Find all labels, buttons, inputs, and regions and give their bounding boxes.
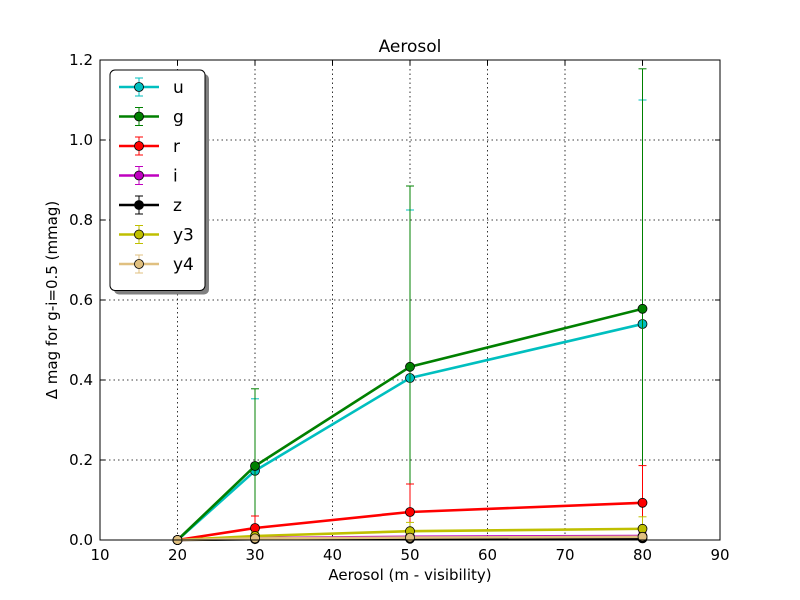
- x-tick-label: 20: [168, 546, 187, 564]
- data-point-y4: [405, 532, 415, 543]
- data-point-r: [405, 507, 415, 517]
- legend-marker: [134, 259, 144, 269]
- x-tick-label: 80: [633, 546, 652, 564]
- x-tick-label: 70: [555, 546, 574, 564]
- legend-item-y3: y3: [119, 225, 194, 246]
- legend-label: i: [173, 167, 178, 187]
- legend-item-u: u: [119, 77, 184, 98]
- legend-item-g: g: [119, 107, 184, 128]
- x-tick-label: 10: [90, 546, 109, 564]
- y-tick-label: 0.8: [69, 211, 93, 229]
- legend-label: z: [173, 196, 182, 216]
- x-tick-label: 60: [478, 546, 497, 564]
- legend-marker: [134, 82, 144, 92]
- legend-marker: [134, 170, 144, 181]
- legend-label: g: [173, 108, 184, 128]
- data-point-y4: [637, 531, 648, 542]
- x-tick-label: 30: [245, 546, 264, 564]
- series-line-y4: [177, 535, 643, 542]
- x-axis-label: Aerosol (m - visibility): [328, 566, 491, 584]
- series-line-u: [176, 322, 643, 541]
- legend-item-z: z: [119, 195, 182, 216]
- y-tick-label: 0.0: [69, 531, 93, 549]
- data-point-g: [250, 461, 260, 471]
- y-tick-label: 0.6: [69, 291, 93, 309]
- x-tick-label: 50: [400, 546, 419, 564]
- legend-label: y4: [173, 255, 194, 275]
- legend-item-r: r: [119, 136, 180, 157]
- legend-marker: [134, 229, 144, 240]
- legend-marker: [134, 111, 144, 122]
- data-point-g: [637, 303, 648, 314]
- chart-title: Aerosol: [379, 37, 442, 57]
- x-tick-label: 90: [710, 546, 729, 564]
- y-tick-label: 1.0: [69, 131, 93, 149]
- legend-marker: [134, 200, 144, 210]
- series-g: [172, 68, 648, 545]
- ticks-layer: 10 20 30 40 50 60 70 80 90 0.0 0.2 0.4 0.6 0.8 1.0 1.2: [69, 51, 729, 564]
- y-tick-label: 0.2: [69, 451, 93, 469]
- series-line-g: [176, 307, 643, 541]
- y-tick-label: 1.2: [69, 51, 93, 69]
- data-point-r: [637, 497, 648, 508]
- y-tick-label: 0.4: [69, 371, 93, 389]
- legend-item-i: i: [119, 166, 178, 187]
- series-line-r: [177, 501, 643, 542]
- legend-label: r: [173, 137, 180, 157]
- data-point-g: [405, 361, 415, 372]
- legend-label: y3: [173, 226, 194, 246]
- plot-border: [99, 59, 721, 541]
- x-tick-label: 40: [323, 546, 342, 564]
- data-point-y4: [250, 533, 260, 544]
- legend-item-y4: y4: [119, 254, 194, 275]
- legend-label: u: [173, 78, 184, 98]
- y-axis-label: Δ mag for g-i=0.5 (mmag): [43, 201, 61, 399]
- legend-marker: [134, 141, 144, 151]
